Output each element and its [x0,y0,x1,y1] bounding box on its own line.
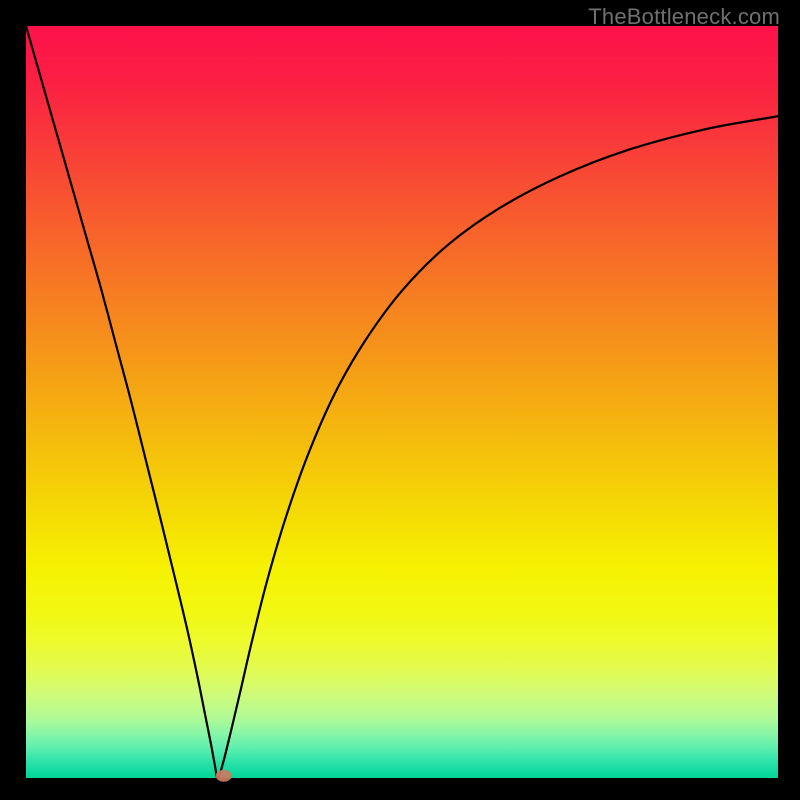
vertex-marker [216,770,232,782]
bottleneck-curve [26,26,778,778]
plot-area [26,26,778,778]
watermark-text: TheBottleneck.com [588,4,780,30]
bottleneck-curve-layer [26,26,778,778]
